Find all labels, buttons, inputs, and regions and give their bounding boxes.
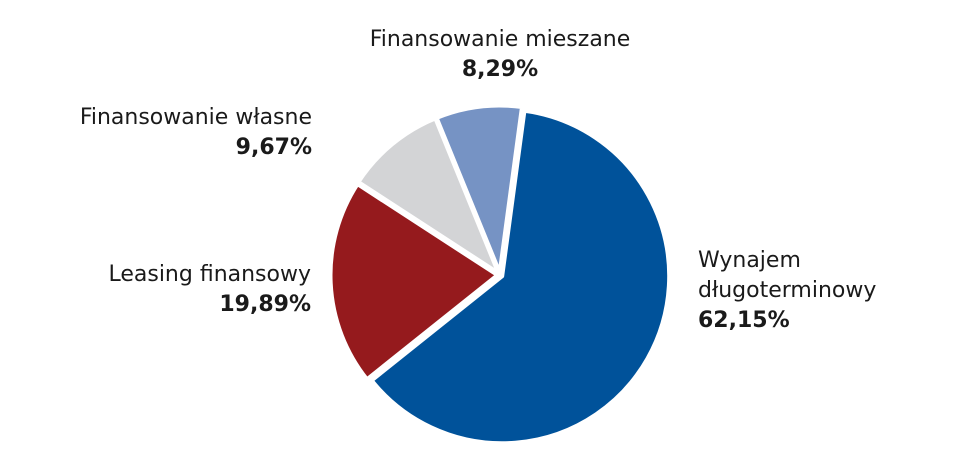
slice-label-wynajem-line1: Wynajem [698,248,801,273]
slice-value-mieszane: 8,29% [461,57,539,82]
slice-value-leasing: 19,89% [219,292,311,317]
pie-slice-wynajem [369,108,672,446]
slice-label-wynajem-line2: długoterminowy [698,278,877,303]
slice-label-mieszane: Finansowanie mieszane [369,27,631,52]
label-leasing: Leasing finansowy 19,89% [108,260,311,320]
label-wlasne: Finansowanie własne 9,67% [80,103,312,163]
label-wynajem: Wynajem długoterminowy 62,15% [698,246,876,336]
label-mieszane: Finansowanie mieszane 8,29% [360,25,640,85]
pie-slice-leasing [328,182,500,382]
slice-label-leasing: Leasing finansowy [108,262,311,287]
slice-value-wynajem: 62,15% [698,308,790,333]
slice-label-wlasne: Finansowanie własne [79,105,312,130]
pie-slice-wlasne [356,116,501,276]
pie-slice-mieszane [434,103,524,275]
slice-value-wlasne: 9,67% [235,135,312,160]
